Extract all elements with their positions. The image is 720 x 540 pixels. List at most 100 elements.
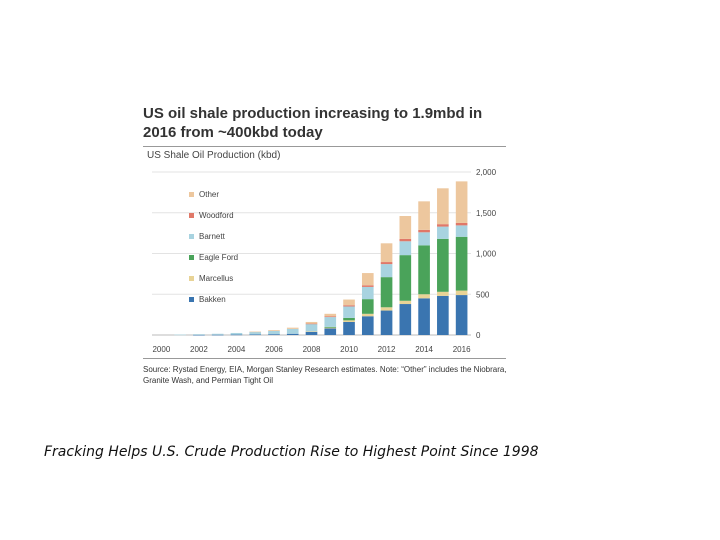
legend-label: Eagle Ford: [199, 253, 238, 262]
legend-swatch: [189, 192, 194, 197]
bar-segment-barnett: [249, 331, 262, 335]
legend-label: Bakken: [199, 295, 226, 304]
bar-segment-marcellus: [455, 290, 468, 296]
legend-label: Other: [199, 190, 219, 199]
bar-segment-barnett: [305, 323, 318, 332]
bar-segment-marcellus: [437, 291, 449, 296]
bar-segment-barnett: [418, 232, 430, 246]
bar-segment-other: [305, 321, 318, 324]
bar-segment-eagle-ford: [361, 299, 374, 314]
bar-segment-bakken: [418, 298, 430, 335]
bar-segment-other: [249, 331, 262, 333]
legend-swatch: [189, 213, 194, 218]
bar-segment-other: [455, 181, 468, 223]
bar-segment-marcellus: [324, 327, 337, 329]
bar-segment-other: [399, 216, 412, 239]
bar-segment-other: [361, 273, 374, 286]
bar-segment-other: [380, 243, 393, 263]
bar-segment-bakken: [286, 333, 299, 335]
bar-segment-marcellus: [399, 300, 412, 305]
bar-segment-marcellus: [380, 307, 393, 311]
legend-label: Woodford: [199, 211, 234, 220]
headline-line-1: US oil shale production increasing to 1.…: [143, 105, 483, 122]
bar-segment-barnett: [174, 334, 186, 336]
y-tick-label: 0: [476, 331, 481, 340]
legend-swatch: [189, 255, 194, 260]
y-tick-label: 2,000: [476, 168, 497, 177]
stacked-bar-chart: 0 500 1,000 1,500 2,000 2000 2002 2004 2006 2008…: [152, 168, 497, 354]
bar-segment-other: [418, 201, 430, 230]
x-tick-label: 2000: [152, 345, 170, 354]
x-tick-label: 2008: [303, 345, 321, 354]
bar-segment-marcellus: [305, 331, 318, 332]
bar-segment-bakken: [343, 321, 355, 335]
headline-line-2: 2016 from ~400kbd today: [143, 124, 323, 141]
top-divider: [143, 146, 506, 147]
bar-segment-woodford: [455, 222, 468, 226]
bar-segment-woodford: [418, 229, 430, 233]
bar-segment-eagle-ford: [380, 277, 393, 308]
x-tick-label: 2010: [340, 345, 358, 354]
x-tick-labels: 2000 2002 2004 2006 2008 2010 2012 2014 2016: [152, 345, 471, 354]
x-tick-label: 2004: [228, 345, 246, 354]
bar-segment-eagle-ford: [399, 255, 412, 301]
bar-segment-woodford: [305, 323, 318, 325]
bar-segment-bakken: [193, 334, 205, 336]
bar-segment-bakken: [211, 334, 224, 336]
bar-segment-barnett: [324, 317, 337, 327]
bar-segment-bakken: [230, 334, 243, 336]
bar-segment-barnett: [286, 328, 299, 334]
bar-segment-bakken: [437, 295, 449, 335]
bar-segment-bakken: [399, 304, 412, 335]
bottom-divider: [143, 358, 506, 359]
x-tick-label: 2006: [265, 345, 283, 354]
bar-segment-bakken: [249, 334, 262, 336]
bar-segment-other: [268, 330, 280, 331]
bar-segment-bakken: [380, 310, 393, 335]
bars: [174, 181, 468, 336]
bar-segment-eagle-ford: [418, 245, 430, 295]
legend-swatch: [189, 297, 194, 302]
chart-title: US Shale Oil Production (kbd): [147, 150, 281, 161]
bar-segment-marcellus: [343, 320, 355, 322]
legend-swatch: [189, 276, 194, 281]
x-tick-label: 2002: [190, 345, 208, 354]
bar-segment-barnett: [380, 264, 393, 278]
bar-segment-bakken: [361, 316, 374, 335]
bar-segment-bakken: [268, 334, 280, 335]
bar-segment-woodford: [361, 285, 374, 287]
legend-label: Barnett: [199, 232, 226, 241]
y-tick-label: 1,500: [476, 209, 497, 218]
legend-label: Marcellus: [199, 274, 233, 283]
bar-segment-barnett: [399, 241, 412, 256]
y-tick-label: 1,000: [476, 250, 497, 259]
legend: Other Woodford Barnett Eagle Ford Marcellus B…: [189, 190, 238, 304]
bar-segment-barnett: [211, 333, 224, 335]
y-tick-label: 500: [476, 290, 490, 299]
bar-segment-bakken: [305, 331, 318, 335]
bar-segment-other: [437, 188, 449, 225]
y-tick-labels: 0 500 1,000 1,500 2,000: [476, 168, 497, 340]
bar-segment-eagle-ford: [343, 317, 355, 321]
bar-segment-woodford: [343, 305, 355, 307]
bar-segment-eagle-ford: [455, 236, 468, 291]
bar-segment-marcellus: [418, 294, 430, 299]
bar-segment-eagle-ford: [437, 238, 449, 292]
bar-segment-barnett: [193, 334, 205, 335]
bar-segment-barnett: [343, 306, 355, 318]
bar-segment-woodford: [324, 316, 337, 318]
bar-segment-barnett: [455, 225, 468, 237]
bar-segment-barnett: [361, 286, 374, 300]
x-tick-label: 2016: [453, 345, 471, 354]
legend-swatch: [189, 234, 194, 239]
bar-segment-woodford: [399, 238, 412, 242]
bar-segment-other: [324, 313, 337, 317]
bar-segment-other: [343, 299, 355, 306]
chart-headline: US oil shale production increasing to 1.…: [143, 104, 488, 142]
bar-segment-bakken: [455, 295, 468, 335]
slide-caption: Fracking Helps U.S. Crude Production Ris…: [44, 444, 539, 460]
x-tick-label: 2014: [415, 345, 433, 354]
x-tick-label: 2012: [378, 345, 396, 354]
bar-segment-woodford: [380, 262, 393, 265]
bar-segment-barnett: [437, 226, 449, 239]
